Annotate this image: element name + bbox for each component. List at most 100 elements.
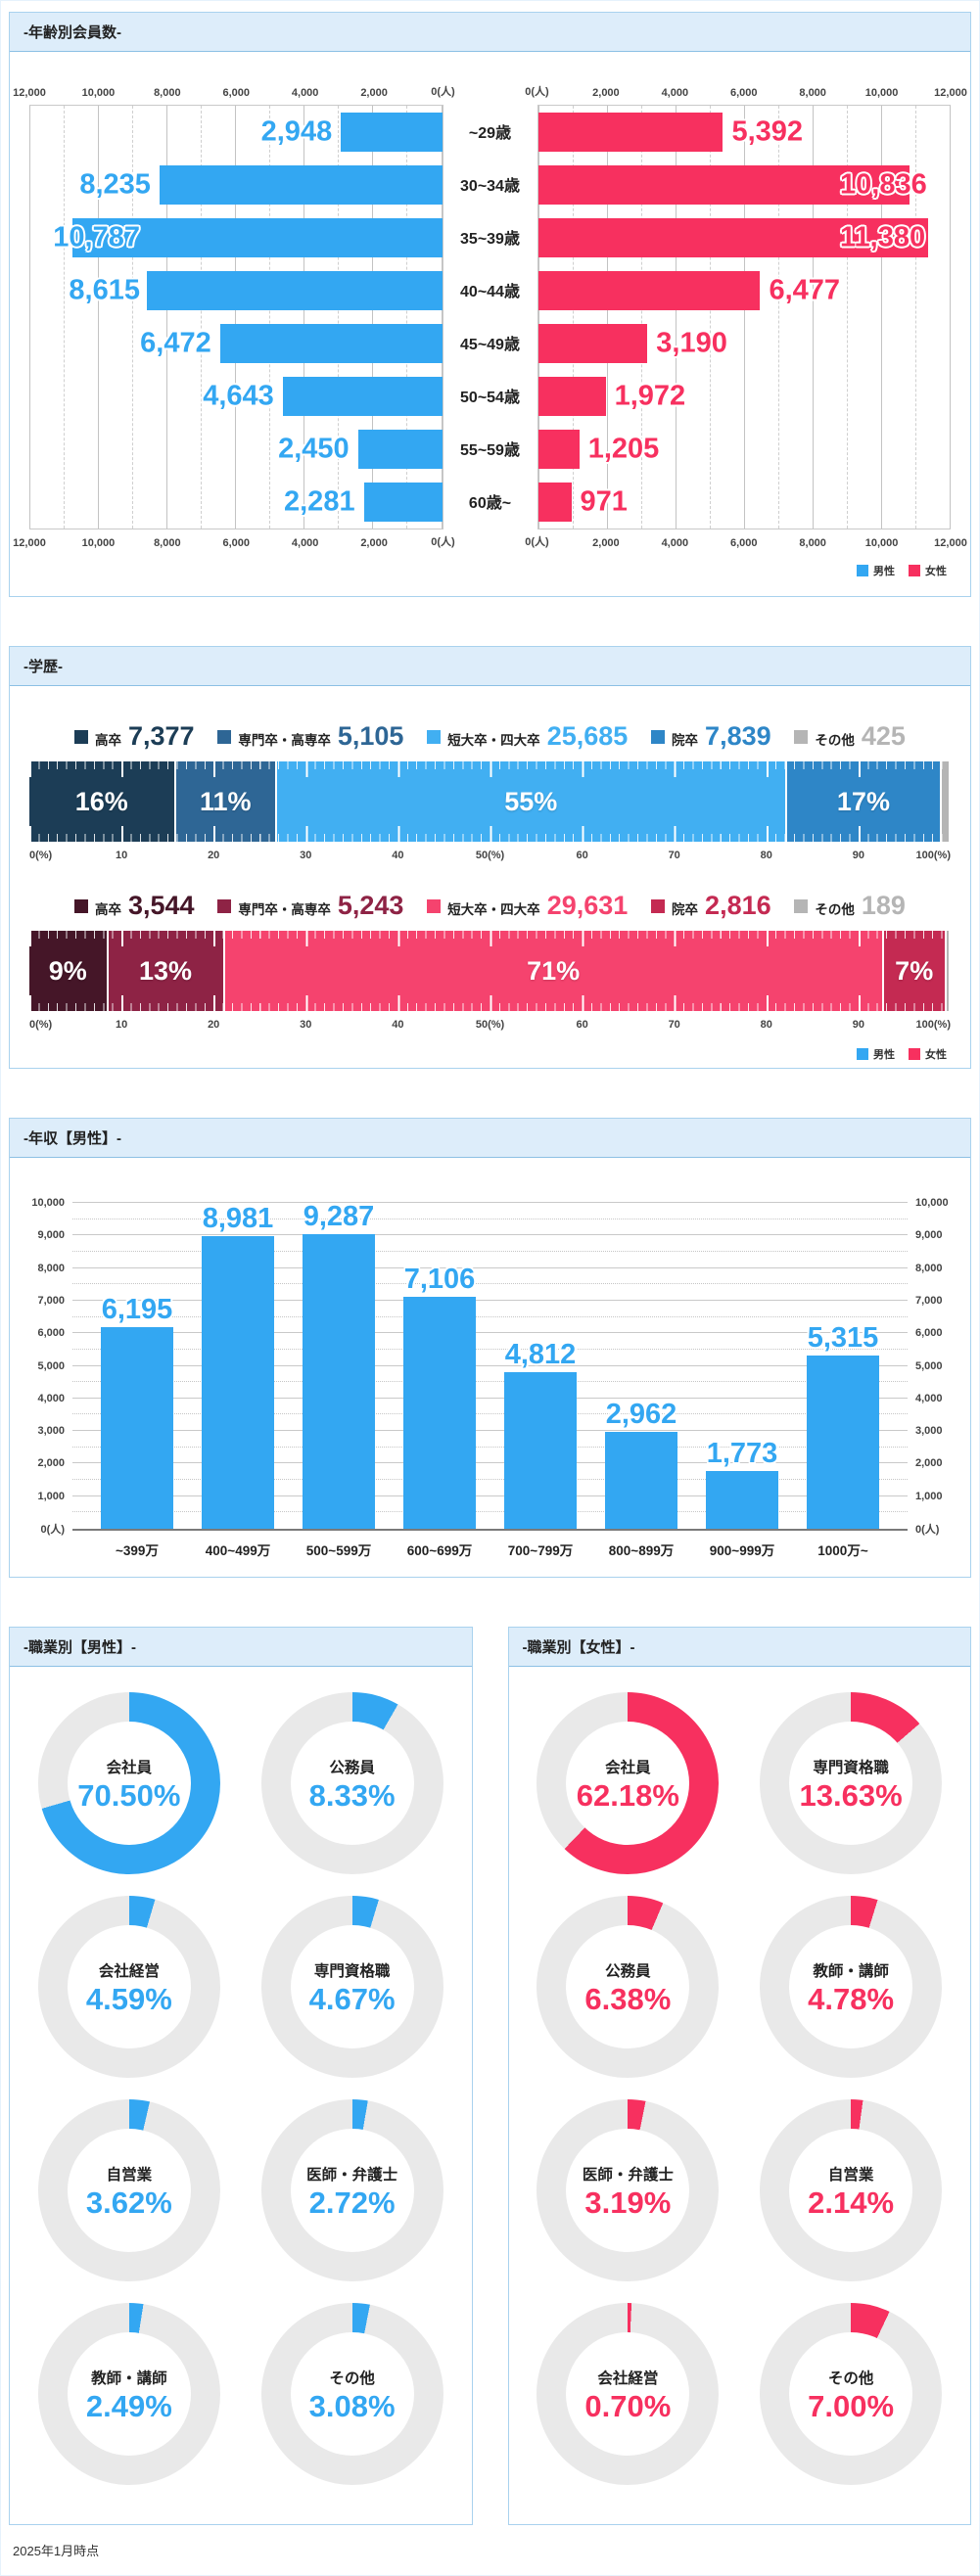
axis-tick-label: 10 [115,850,128,861]
age-label: 50~54歳 [460,390,520,406]
donut-chart: 公務員 8.33% [260,1692,443,1874]
axis-tick-label: 8,000 [154,87,181,99]
gridline [441,106,443,529]
donut-hole [290,2332,414,2456]
bar-male [341,113,443,152]
gridline [72,1511,908,1513]
pyramid-row-male: 6,472 [30,317,443,370]
education-charts: 高卒 7,377 専門卒・高専卒 5,105 短大卒・四大卒 25,685 院卒 7,839 そ… [10,686,970,1068]
occupation-female-grid: 会社員 62.18% 専門資格職 13.63% 公務員 6.38% 教師・講師 4.78% 医師… [509,1667,971,2524]
gridline [709,106,711,529]
donut-chart: 専門資格職 13.63% [760,1692,943,1874]
bar-female [537,218,929,257]
legend-label: 専門卒・高専卒 [238,902,331,917]
axis-tick-label: 2,000 [360,87,388,99]
bar-segment [942,761,951,842]
bar [605,1432,677,1529]
donut-text: 教師・講師 2.49% [86,2367,172,2421]
donut-hole [67,1722,191,1845]
bar-segment: 7% [883,931,947,1011]
gridline [132,106,134,529]
gridline [338,106,340,529]
legend-swatch-female [909,1048,920,1060]
bar-value-label: 2,962 [605,1399,677,1431]
legend-value: 5,105 [337,721,404,751]
donut-chart: 医師・弁護士 3.19% [537,2099,720,2281]
axis-tick-label: 10 [115,1019,128,1031]
bar-value-label: 8,981 [202,1202,274,1234]
donut-text: その他 3.08% [309,2367,396,2421]
pyramid-male-plot: 2,948 8,235 10,787 8,615 6,472 4,643 2,450 2,28… [29,105,443,529]
donut-value: 4.78% [808,1982,895,2016]
legend-label-male: 男性 [873,566,895,577]
bar-female [537,377,606,416]
income-bar-column: 9,287 [303,1203,375,1529]
axis-tick-label: 90 [852,850,865,861]
pyramid-row-female: 971 [537,476,951,529]
axis-tick-label: 4,000 [291,87,319,99]
bar-value-label: 8,615 [69,274,140,306]
donut-chart: その他 7.00% [760,2303,943,2485]
donut-value: 8.33% [308,1778,396,1813]
donut-label: その他 [329,2370,375,2387]
pyramid-row-female: 5,392 [537,106,951,159]
donut-text: 医師・弁護士 3.19% [583,2163,674,2218]
gridline [72,1348,908,1350]
legend-item-male: 男性 [857,1046,895,1062]
legend-label: 高卒 [95,902,121,917]
legend-item-female: 女性 [909,563,947,578]
axis-tick-label: 0(人) [431,86,455,98]
legend-swatch [74,898,88,913]
category-label: 700~799万 [507,1543,574,1558]
pyramid-female-plot: 5,392 10,836 11,380 6,477 3,190 1,972 1,205 971 [537,105,951,529]
axis-tick-label: 6,000 [729,87,758,99]
bar-value-label: 4,643 [203,380,274,412]
axis-tick-label: 4,000 [291,537,319,549]
axis-tick-label: 10,000 [31,1197,65,1209]
axis-tick-label: 0(人) [525,536,549,548]
bar-segment: 17% [786,761,943,842]
bar [202,1235,274,1529]
bar-male [357,430,443,469]
donut-value: 13.63% [799,1778,903,1813]
donut-hole [290,2129,414,2252]
axis-tick-label: 30 [300,1019,312,1031]
panel-occupation-male: -職業別【男性】- 会社員 70.50% 公務員 8.33% 会社経営 4.59% 専門資格… [9,1627,473,2525]
donut-hole [566,2332,690,2456]
pyramid-bottom-axis-female: 0(人) 2,000 4,000 6,000 8,000 10,000 12,000 [525,529,967,551]
education-female-legend: 高卒 3,544 専門卒・高専卒 5,243 短大卒・四大卒 29,631 院卒 2,816 そ… [29,893,951,919]
legend-value: 3,544 [128,891,195,920]
donut-text: 教師・講師 4.78% [808,1959,894,2014]
legend-swatch [651,898,666,913]
pyramid-row-male: 2,450 [30,423,443,476]
gridline [72,1364,908,1366]
panel-occupation-male-title: -職業別【男性】- [10,1628,472,1667]
donut-text: 専門資格職 4.67% [309,1959,396,2014]
axis-tick-label: 5,000 [37,1359,65,1372]
segment-percent-label: 55% [504,786,558,816]
gridline [72,1332,908,1334]
donut-value: 3.08% [308,2389,396,2423]
bar-segment: 16% [29,761,176,842]
legend-label: 短大卒・四大卒 [447,733,540,748]
pyramid-row-male: 10,787 [30,211,443,264]
bar-value-label: 5,315 [807,1322,879,1355]
axis-tick-label: 3,000 [37,1425,65,1438]
gridline [64,106,66,529]
bar-female [537,324,648,363]
pyramid-top-axis-female: 0(人) 2,000 4,000 6,000 8,000 10,000 12,000 [525,83,967,101]
donut-hole [67,2332,191,2456]
income-bar-column: 4,812 [504,1203,577,1529]
bar-value-label: 7,106 [403,1264,476,1296]
donut-chart: その他 3.08% [260,2303,443,2485]
donut-chart: 専門資格職 4.67% [260,1896,443,2078]
donut-hole [789,1722,913,1845]
legend-label: 専門卒・高専卒 [238,733,331,748]
gridline [72,1413,908,1415]
legend-swatch [74,729,88,744]
legend-value: 25,685 [546,721,629,751]
donut-value: 2.49% [85,2389,172,2423]
axis-tick-label: 9,000 [915,1229,943,1242]
bar-value-label: 9,287 [303,1201,375,1232]
donut-hole [67,1925,191,2048]
